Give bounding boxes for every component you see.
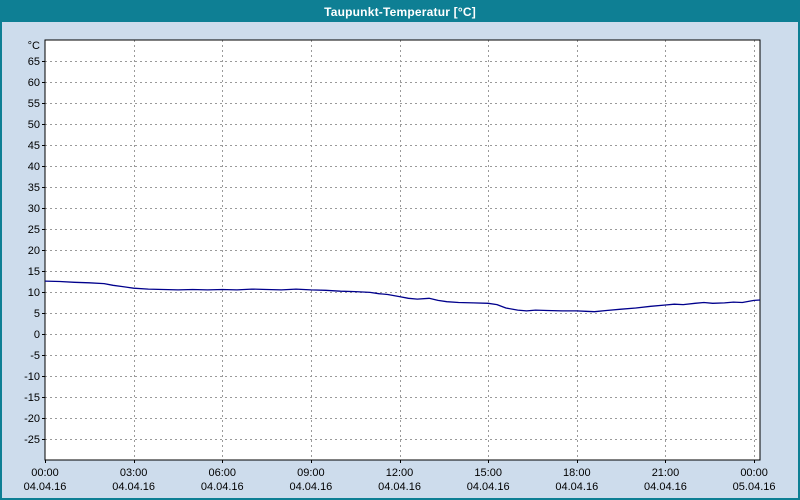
y-tick-label: 30 xyxy=(28,203,40,215)
x-tick-time-label: 21:00 xyxy=(652,467,680,479)
x-tick-date-label: 05.04.16 xyxy=(733,481,776,493)
y-tick-label: 25 xyxy=(28,224,40,236)
y-tick-label: -10 xyxy=(24,371,40,383)
y-tick-label: 15 xyxy=(28,266,40,278)
y-tick-label: -15 xyxy=(24,392,40,404)
y-tick-label: -20 xyxy=(24,413,40,425)
plot-background xyxy=(45,40,760,460)
x-tick-time-label: 18:00 xyxy=(563,467,591,479)
y-tick-label: 50 xyxy=(28,119,40,131)
y-tick-label: 5 xyxy=(34,308,40,320)
y-axis-labels: °C65605550454035302520151050-5-10-15-20-… xyxy=(24,40,40,446)
gridlines xyxy=(45,40,760,460)
x-tick-date-label: 04.04.16 xyxy=(378,481,421,493)
y-tick-label: 20 xyxy=(28,245,40,257)
x-tick-time-label: 09:00 xyxy=(297,467,325,479)
x-tick-time-label: 03:00 xyxy=(120,467,148,479)
x-tick-time-label: 12:00 xyxy=(386,467,414,479)
chart-container: °C 65 60 55 50 45 40 35 30 25 20 15 10 5 0 -5 -10 -15 -20-… xyxy=(2,22,798,498)
x-tick-date-label: 04.04.16 xyxy=(467,481,510,493)
x-tick-date-label: 04.04.16 xyxy=(24,481,67,493)
x-tick-date-label: 04.04.16 xyxy=(289,481,332,493)
dew-point-temperature-chart: °C65605550454035302520151050-5-10-15-20-… xyxy=(24,39,776,493)
x-tick-date-label: 04.04.16 xyxy=(112,481,155,493)
x-tick-date-label: 04.04.16 xyxy=(644,481,687,493)
series-line-taupunkt-temperatur xyxy=(44,280,761,313)
x-tick-date-label: 04.04.16 xyxy=(555,481,598,493)
x-tick-time-label: 15:00 xyxy=(474,467,502,479)
x-axis-labels: 00:00 04.04.16 03:00 04.04.16 06:00 04.04.16 0… xyxy=(24,467,776,493)
y-axis-unit-label: °C xyxy=(28,40,40,52)
x-tick-date-label: 04.04.16 xyxy=(201,481,244,493)
y-tick-label: 55 xyxy=(28,98,40,110)
y-tick-label: 0 xyxy=(34,329,40,341)
window-title: Taupunkt-Temperatur [°C] xyxy=(324,5,476,19)
y-tick-label: 10 xyxy=(28,287,40,299)
window-title-bar: Taupunkt-Temperatur [°C] xyxy=(2,2,798,22)
x-tick-time-label: 00:00 xyxy=(31,467,59,479)
y-tick-label: 35 xyxy=(28,182,40,194)
y-tick-label: 65 xyxy=(28,56,40,68)
y-tick-label: 45 xyxy=(28,140,40,152)
y-tick-label: 60 xyxy=(28,77,40,89)
x-tick-time-label: 06:00 xyxy=(209,467,237,479)
y-tick-label: -5 xyxy=(30,350,40,362)
axis-tick-marks xyxy=(42,61,755,463)
y-tick-label: 40 xyxy=(28,161,40,173)
y-tick-label: -25 xyxy=(24,434,40,446)
x-tick-time-label: 00:00 xyxy=(740,467,768,479)
